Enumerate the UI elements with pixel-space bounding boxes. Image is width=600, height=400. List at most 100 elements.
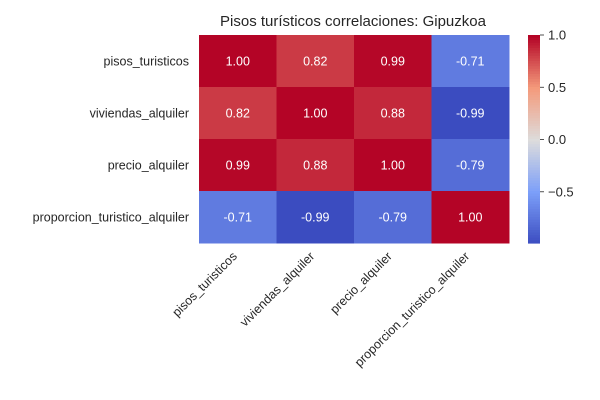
colorbar-segment — [528, 87, 540, 91]
colorbar-segment — [528, 61, 540, 65]
heatmap-cell — [354, 191, 432, 244]
heatmap-cell — [431, 87, 510, 140]
colorbar-segment — [528, 167, 540, 171]
colorbar-tick-label: −0.5 — [548, 184, 574, 199]
heatmap-cell — [199, 139, 277, 192]
colorbar-segment — [528, 50, 540, 54]
colorbar-segment — [528, 214, 540, 218]
colorbar-segment — [528, 201, 540, 205]
column-label: viviendas_alquiler — [237, 249, 317, 329]
heatmap-cell — [431, 139, 510, 192]
colorbar-segment — [528, 89, 540, 93]
cell-annotation: -0.79 — [456, 159, 485, 173]
row-label: viviendas_alquiler — [90, 107, 189, 121]
heatmap-cell — [354, 87, 432, 140]
heatmap-cell — [431, 191, 510, 244]
colorbar-segment — [528, 141, 540, 145]
colorbar-segment — [528, 94, 540, 98]
colorbar-segment — [528, 206, 540, 210]
colorbar-segment — [528, 204, 540, 208]
colorbar-segment — [528, 154, 540, 158]
colorbar-segment — [528, 128, 540, 132]
colorbar-segment — [528, 71, 540, 75]
heatmap-cell — [276, 87, 355, 140]
colorbar-segment — [528, 97, 540, 101]
colorbar-segment — [528, 209, 540, 213]
colorbar-segment — [528, 37, 540, 41]
heatmap-cell — [354, 35, 432, 88]
colorbar-segment — [528, 131, 540, 135]
colorbar-segment — [528, 180, 540, 184]
chart-title: Pisos turísticos correlaciones: Gipuzkoa — [220, 13, 487, 30]
colorbar-tick-label: 1.0 — [548, 28, 566, 43]
cell-annotation: 1.00 — [226, 55, 250, 69]
colorbar-segment — [528, 144, 540, 148]
colorbar-segment — [528, 58, 540, 62]
colorbar-segment — [528, 81, 540, 85]
colorbar-segment — [528, 113, 540, 117]
colorbar-segment — [528, 219, 540, 223]
cell-annotation: 1.00 — [303, 107, 327, 121]
cell-annotation: 0.88 — [303, 159, 327, 173]
colorbar-segment — [528, 55, 540, 59]
heatmap-cell — [199, 87, 277, 140]
colorbar-segment — [528, 183, 540, 187]
colorbar-segment — [528, 107, 540, 111]
colorbar-segment — [528, 162, 540, 166]
cell-annotation: 0.99 — [226, 159, 250, 173]
colorbar-segment — [528, 136, 540, 140]
colorbar-segment — [528, 224, 540, 228]
colorbar-segment — [528, 222, 540, 226]
colorbar-tick-label: 0.0 — [548, 132, 566, 147]
colorbar-segment — [528, 149, 540, 153]
colorbar-segment — [528, 100, 540, 104]
colorbar-segment — [528, 42, 540, 46]
colorbar-segment — [528, 196, 540, 200]
colorbar-segment — [528, 120, 540, 124]
colorbar-segment — [528, 48, 540, 52]
colorbar-segment — [528, 198, 540, 202]
colorbar-segment — [528, 74, 540, 78]
cell-annotation: -0.71 — [456, 55, 485, 69]
cell-annotation: 1.00 — [381, 159, 405, 173]
colorbar-segment — [528, 175, 540, 179]
colorbar-segment — [528, 188, 540, 192]
colorbar-segment — [528, 115, 540, 119]
colorbar-segment — [528, 123, 540, 127]
colorbar-segment — [528, 193, 540, 197]
colorbar-segment — [528, 178, 540, 182]
heatmap-cell — [431, 35, 510, 88]
colorbar-segment — [528, 217, 540, 221]
colorbar-segment — [528, 92, 540, 96]
colorbar-segment — [528, 68, 540, 72]
colorbar-segment — [528, 185, 540, 189]
colorbar-segment — [528, 118, 540, 122]
colorbar-segment — [528, 102, 540, 106]
row-label: precio_alquiler — [108, 159, 189, 173]
cell-annotation: -0.99 — [301, 211, 330, 225]
heatmap-annotations: 1.00 0.82 0.99 -0.71 0.82 1.00 0.88 -0.99 0.99 0.… — [224, 55, 485, 225]
heatmap-cell — [276, 35, 355, 88]
colorbar-segment — [528, 240, 540, 244]
colorbar-segment — [528, 40, 540, 44]
colorbar-segment — [528, 84, 540, 88]
cell-annotation: -0.71 — [224, 211, 253, 225]
colorbar-segment — [528, 159, 540, 163]
cell-annotation: 1.00 — [458, 211, 482, 225]
colorbar-segment — [528, 227, 540, 231]
cell-annotation: 0.82 — [303, 55, 327, 69]
colorbar-tick-label: 0.5 — [548, 80, 566, 95]
colorbar-segment — [528, 133, 540, 137]
colorbar-segment — [528, 235, 540, 239]
cell-annotation: 0.88 — [381, 107, 405, 121]
colorbar: 1.0 0.5 0.0 −0.5 — [528, 28, 574, 244]
colorbar-segment — [528, 237, 540, 241]
colorbar-segment — [528, 66, 540, 70]
cell-annotation: -0.99 — [456, 107, 485, 121]
column-label: pisos_turisticos — [170, 249, 240, 319]
colorbar-segment — [528, 139, 540, 143]
colorbar-segment — [528, 45, 540, 49]
colorbar-segment — [528, 211, 540, 215]
row-label: pisos_turisticos — [104, 55, 189, 69]
